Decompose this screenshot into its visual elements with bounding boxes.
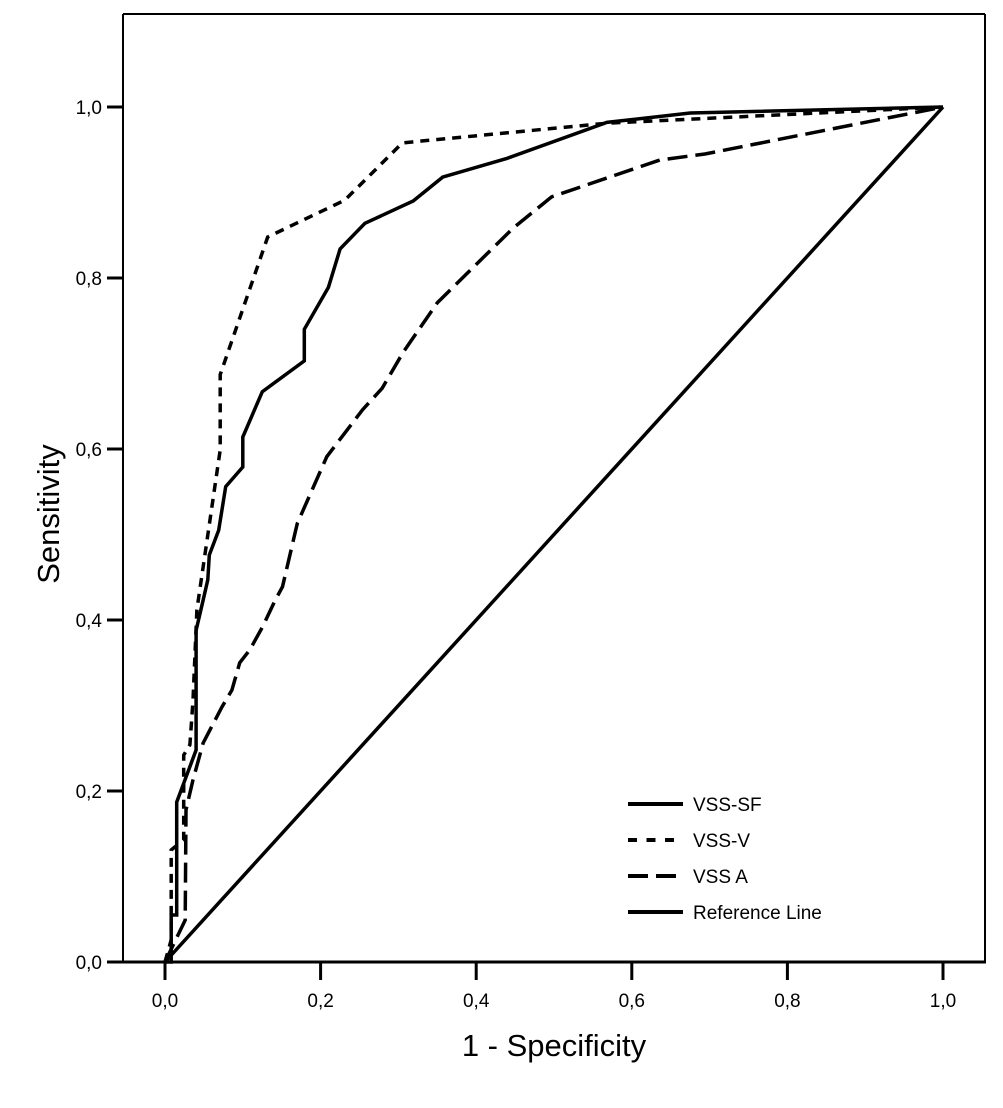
y-tick-label: 0,0: [76, 953, 102, 974]
x-tick-label: 1,0: [930, 991, 956, 1012]
legend-item: Reference Line: [628, 903, 822, 924]
x-tick-label: 0,6: [619, 991, 645, 1012]
x-tick-label: 0,2: [307, 991, 333, 1012]
plot-frame: [107, 14, 986, 962]
legend: VSS-SF VSS-V VSS A Reference Line: [628, 795, 822, 924]
x-tick-label: 0,8: [774, 991, 800, 1012]
x-axis-title: 1 - Specificity: [462, 1028, 647, 1063]
y-tick-label: 0,8: [76, 269, 102, 290]
y-axis-ticks: 0,0 0,2 0,4 0,6 0,8 1,0: [76, 98, 123, 974]
legend-item: VSS-SF: [628, 795, 762, 816]
legend-item: VSS-V: [628, 831, 750, 852]
series-lines: [165, 107, 943, 962]
y-axis-title: Sensitivity: [31, 444, 66, 584]
legend-label: VSS-SF: [693, 795, 762, 816]
x-tick-label: 0,0: [152, 991, 178, 1012]
y-tick-label: 0,2: [76, 782, 102, 803]
series-line-reference-line: [165, 107, 943, 962]
y-tick-label: 1,0: [76, 98, 102, 119]
y-tick-label: 0,4: [76, 611, 103, 632]
legend-label: VSS-V: [693, 831, 750, 852]
legend-item: VSS A: [628, 867, 748, 888]
x-tick-label: 0,4: [463, 991, 490, 1012]
x-axis-ticks: 0,0 0,2 0,4 0,6 0,8 1,0: [152, 962, 956, 1012]
legend-label: Reference Line: [693, 903, 822, 924]
legend-label: VSS A: [693, 867, 748, 888]
y-tick-label: 0,6: [76, 440, 102, 461]
